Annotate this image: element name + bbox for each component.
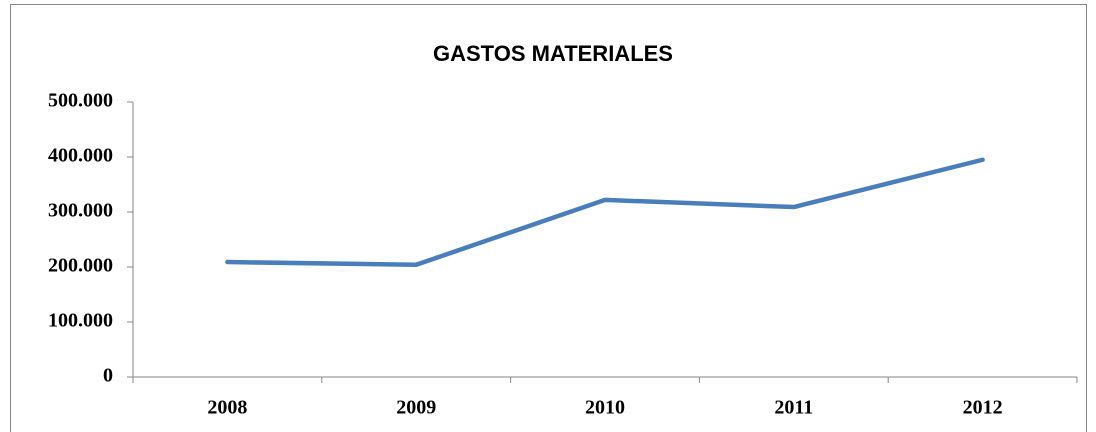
y-tick-label: 0: [103, 365, 113, 387]
x-tick-label: 2011: [774, 397, 813, 419]
x-tick-label: 2012: [963, 397, 1003, 419]
x-tick-label: 2008: [207, 397, 247, 419]
data-line: [225, 157, 985, 268]
chart-title: GASTOS MATERIALES: [433, 41, 673, 66]
y-tick-label: 300.000: [48, 200, 113, 222]
x-tick-label: 2009: [396, 397, 436, 419]
y-tick-label: 200.000: [48, 255, 113, 277]
y-tick-label: 100.000: [48, 310, 113, 332]
x-tick-label: 2010: [585, 397, 625, 419]
y-tick-label: 400.000: [48, 145, 113, 167]
y-tick-label: 500.000: [48, 90, 113, 112]
